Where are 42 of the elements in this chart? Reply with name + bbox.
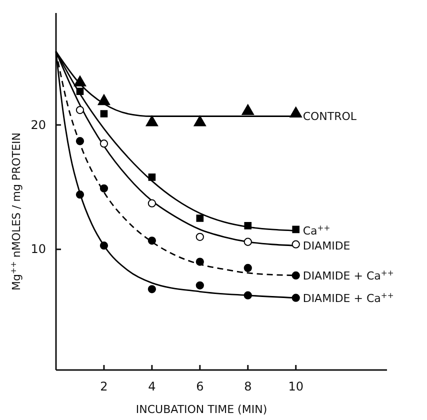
point xyxy=(292,226,300,234)
point xyxy=(244,291,252,300)
point xyxy=(146,115,158,126)
point xyxy=(148,236,156,245)
x-tick-label: 4 xyxy=(148,380,156,394)
point xyxy=(100,110,108,118)
point xyxy=(292,271,300,280)
point xyxy=(196,281,204,290)
point xyxy=(76,137,84,146)
series-label: Ca$^{++}$ xyxy=(302,223,330,238)
point xyxy=(148,174,156,181)
point xyxy=(196,214,204,222)
point xyxy=(290,106,302,118)
series-label: DIAMIDE + Ca$^{++}$ xyxy=(302,290,394,305)
x-axis-title: INCUBATION TIME (MIN) xyxy=(136,403,268,416)
point xyxy=(76,190,84,199)
series-label: DIAMIDE + Ca$^{++}$ xyxy=(302,268,394,282)
point xyxy=(100,242,108,250)
x-tick-label: 10 xyxy=(288,380,304,394)
point xyxy=(196,258,204,266)
x-tick-label: 6 xyxy=(196,380,204,394)
point xyxy=(76,106,84,114)
x-tick-label: 8 xyxy=(244,380,252,394)
point xyxy=(292,240,300,248)
y-tick-label: 20 xyxy=(30,118,46,132)
point xyxy=(148,199,156,208)
point xyxy=(76,88,84,96)
series-label: DIAMIDE xyxy=(302,240,350,253)
point xyxy=(292,294,300,302)
point xyxy=(98,94,110,106)
point xyxy=(148,285,156,294)
series-label: CONTROL xyxy=(302,110,358,124)
point xyxy=(74,76,86,86)
point xyxy=(194,115,206,126)
point xyxy=(100,140,108,148)
point xyxy=(242,104,254,116)
point xyxy=(100,184,108,192)
point xyxy=(244,222,252,230)
point xyxy=(244,238,252,246)
x-tick-label: 2 xyxy=(100,380,108,394)
point xyxy=(196,232,204,241)
point xyxy=(244,264,252,272)
